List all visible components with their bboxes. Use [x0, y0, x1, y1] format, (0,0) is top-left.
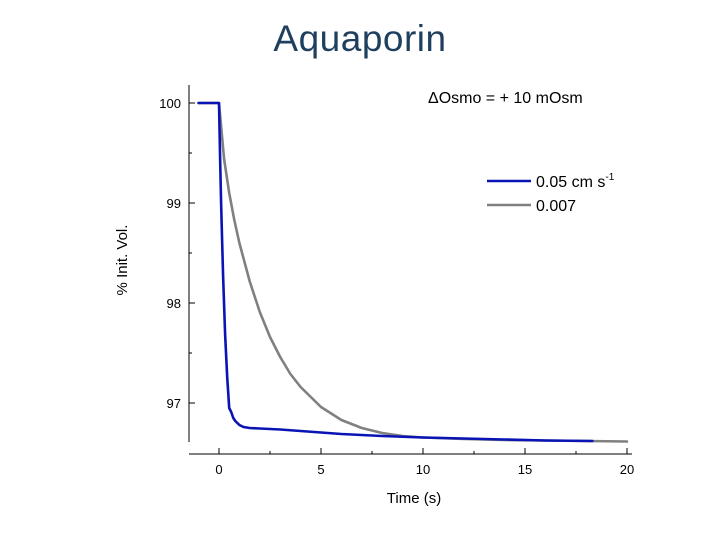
y-ticks: 97 98 99 100	[159, 96, 195, 411]
x-tick-label-2: 10	[416, 462, 430, 477]
x-tick-label-4: 20	[620, 462, 634, 477]
legend-label-0-text: 0.05 cm s	[536, 174, 605, 191]
plot-frame	[188, 85, 632, 455]
y-axis-label: % Init. Vol.	[114, 225, 131, 296]
y-tick-label-0: 97	[167, 396, 181, 411]
legend-label-0: 0.05 cm s-1	[536, 172, 615, 191]
y-tick-label-1: 98	[167, 296, 181, 311]
x-tick-label-3: 15	[518, 462, 532, 477]
y-tick-label-2: 99	[167, 196, 181, 211]
series-line-1	[197, 101, 629, 443]
legend-label-0-sup: -1	[605, 172, 614, 183]
y-tick-label-3: 100	[159, 96, 181, 111]
x-axis-label: Time (s)	[387, 490, 441, 507]
legend: 0.05 cm s-1 0.007	[487, 172, 615, 215]
chart-annotation: ΔOsmo = + 10 mOsm	[428, 90, 583, 107]
x-tick-label-1: 5	[317, 462, 324, 477]
slide-title: Aquaporin	[273, 18, 447, 59]
x-ticks: 0 5 10 15 20	[215, 448, 634, 477]
series-layer	[197, 101, 629, 443]
legend-label-1: 0.007	[536, 198, 576, 215]
series-line-0	[197, 101, 594, 443]
x-tick-label-0: 0	[215, 462, 222, 477]
